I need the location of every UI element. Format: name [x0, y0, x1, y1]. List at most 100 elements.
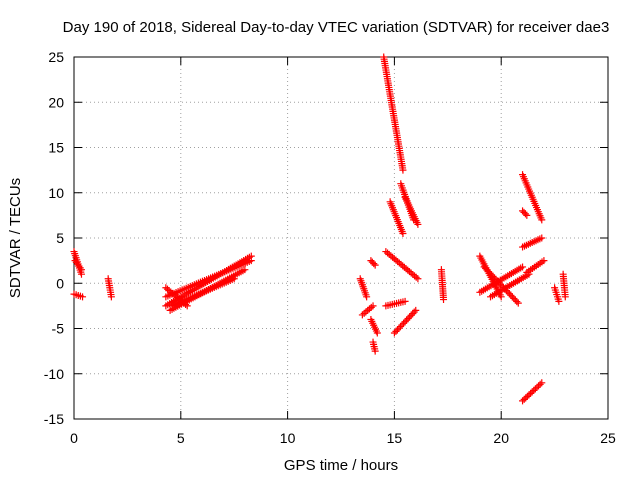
data-series-segment [369, 338, 379, 355]
data-point [530, 386, 538, 394]
data-point [519, 397, 527, 405]
data-point [533, 383, 541, 391]
data-point [527, 389, 535, 397]
data-series-segment [390, 306, 420, 337]
data-point [513, 298, 521, 306]
data-point [403, 316, 411, 324]
data-point [521, 210, 529, 218]
data-point [390, 329, 398, 337]
y-tick-label: -10 [44, 366, 64, 382]
data-point [182, 300, 190, 308]
data-point [520, 395, 528, 403]
data-series-segment [559, 270, 569, 301]
data-point [522, 394, 530, 402]
data-series-segment [104, 275, 115, 301]
data-point [247, 257, 255, 265]
data-point [183, 302, 191, 310]
data-layer [70, 53, 569, 405]
data-point [407, 311, 415, 319]
data-series-segment [519, 171, 546, 224]
data-point [414, 275, 422, 283]
data-point [523, 392, 531, 400]
data-point [406, 313, 414, 321]
data-point [393, 326, 401, 334]
data-point [510, 294, 518, 302]
data-series-segment [519, 379, 546, 405]
y-tick-label: 15 [48, 140, 64, 156]
data-point [414, 220, 422, 228]
y-tick-label: 10 [48, 185, 64, 201]
data-series-segment [386, 198, 407, 237]
data-point [395, 324, 403, 332]
data-point [525, 391, 533, 399]
data-series-segment [162, 257, 255, 301]
data-point [401, 318, 409, 326]
x-tick-label: 25 [600, 430, 616, 446]
data-point [399, 229, 407, 237]
data-point [412, 306, 420, 314]
data-point [241, 266, 249, 274]
data-point [538, 379, 546, 387]
data-series-segment [367, 315, 381, 337]
data-series-segment [437, 266, 448, 304]
data-series-segment [71, 257, 85, 274]
data-point [538, 216, 546, 224]
data-point [107, 293, 115, 301]
data-series-segment [367, 257, 379, 269]
data-point [371, 261, 379, 269]
data-series-segment [519, 207, 531, 219]
x-tick-label: 10 [280, 430, 296, 446]
data-series-segment [382, 248, 422, 283]
data-point [538, 234, 546, 242]
data-series-segment [358, 302, 377, 319]
data-point [508, 293, 516, 301]
data-series-segment [380, 53, 407, 174]
data-point [363, 293, 371, 301]
data-point [404, 314, 412, 322]
data-series-segment [476, 252, 505, 301]
data-point [409, 310, 417, 318]
data-point [399, 166, 407, 174]
data-point [401, 297, 409, 305]
data-point [514, 299, 522, 307]
data-series-segment [523, 257, 548, 276]
y-tick-label: -5 [52, 321, 65, 337]
data-point [77, 266, 85, 274]
data-point [398, 321, 406, 329]
data-point [528, 388, 536, 396]
data-point [373, 329, 381, 337]
data-point [523, 211, 531, 219]
data-point [555, 297, 563, 305]
y-tick-label: 20 [48, 94, 64, 110]
y-tick-label: 0 [56, 275, 64, 291]
y-axis-label: SDTVAR / TECUs [7, 178, 24, 298]
data-point [371, 347, 379, 355]
data-point [531, 385, 539, 393]
data-point [507, 291, 515, 299]
data-point [412, 273, 420, 281]
x-tick-label: 5 [177, 430, 185, 446]
x-tick-label: 0 [70, 430, 78, 446]
y-tick-label: 25 [48, 49, 64, 65]
data-point [561, 293, 569, 301]
data-point [535, 382, 543, 390]
data-point [536, 380, 544, 388]
y-tick-label: -15 [44, 411, 64, 427]
data-point [505, 290, 513, 298]
tick-layer: 0 5 10 15 20 25 25 20 15 10 5 0 -5 -10 -15 [44, 49, 616, 446]
data-point [519, 263, 527, 271]
grid-layer [74, 57, 608, 419]
data-point [440, 296, 448, 304]
data-series-segment [519, 234, 546, 251]
data-point [496, 280, 504, 288]
data-point [400, 319, 408, 327]
data-point [369, 302, 377, 310]
chart-title: Day 190 of 2018, Sidereal Day-to-day VTE… [63, 19, 610, 36]
data-point [392, 327, 400, 335]
data-point [397, 323, 405, 331]
data-point [79, 293, 87, 301]
data-point [497, 293, 505, 301]
data-series-segment [70, 290, 87, 301]
x-tick-label: 15 [387, 430, 403, 446]
